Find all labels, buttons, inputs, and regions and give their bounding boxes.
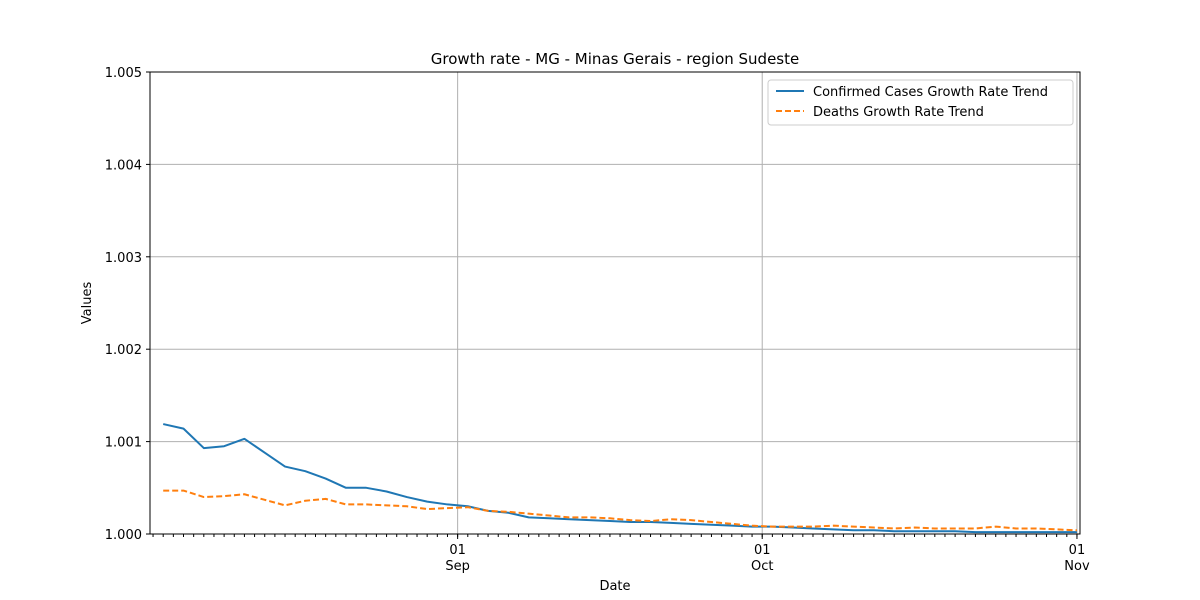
y-tick-label: 1.000 [105,528,142,543]
axis-ticks: 1.0001.0011.0021.0031.0041.00501Sep01Oct… [105,66,1090,574]
series-lines [162,423,1077,534]
x-axis-label: Date [599,579,630,594]
y-axis-label: Values [80,282,95,325]
y-tick-label: 1.001 [105,436,142,451]
x-tick-label-month: Oct [751,559,773,574]
legend: Confirmed Cases Growth Rate Trend Deaths… [767,79,1074,126]
y-tick-label: 1.003 [105,251,142,266]
y-tick-label: 1.005 [105,66,142,81]
x-tick-label-day: 01 [449,543,466,558]
legend-label-confirmed: Confirmed Cases Growth Rate Trend [813,85,1048,100]
x-tick-label-day: 01 [754,543,771,558]
y-tick-label: 1.002 [105,343,142,358]
x-tick-label-month: Sep [445,559,470,574]
x-tick-label-day: 01 [1069,543,1086,558]
y-tick-label: 1.004 [105,158,142,173]
x-tick-label-month: Nov [1064,559,1090,574]
legend-label-deaths: Deaths Growth Rate Trend [813,105,984,120]
series-line-confirmed-cases [162,423,1077,534]
chart-title: Growth rate - MG - Minas Gerais - region… [431,50,799,68]
legend-box [767,79,1074,126]
plot-frame [149,71,1081,535]
series-line-deaths [163,489,1077,532]
